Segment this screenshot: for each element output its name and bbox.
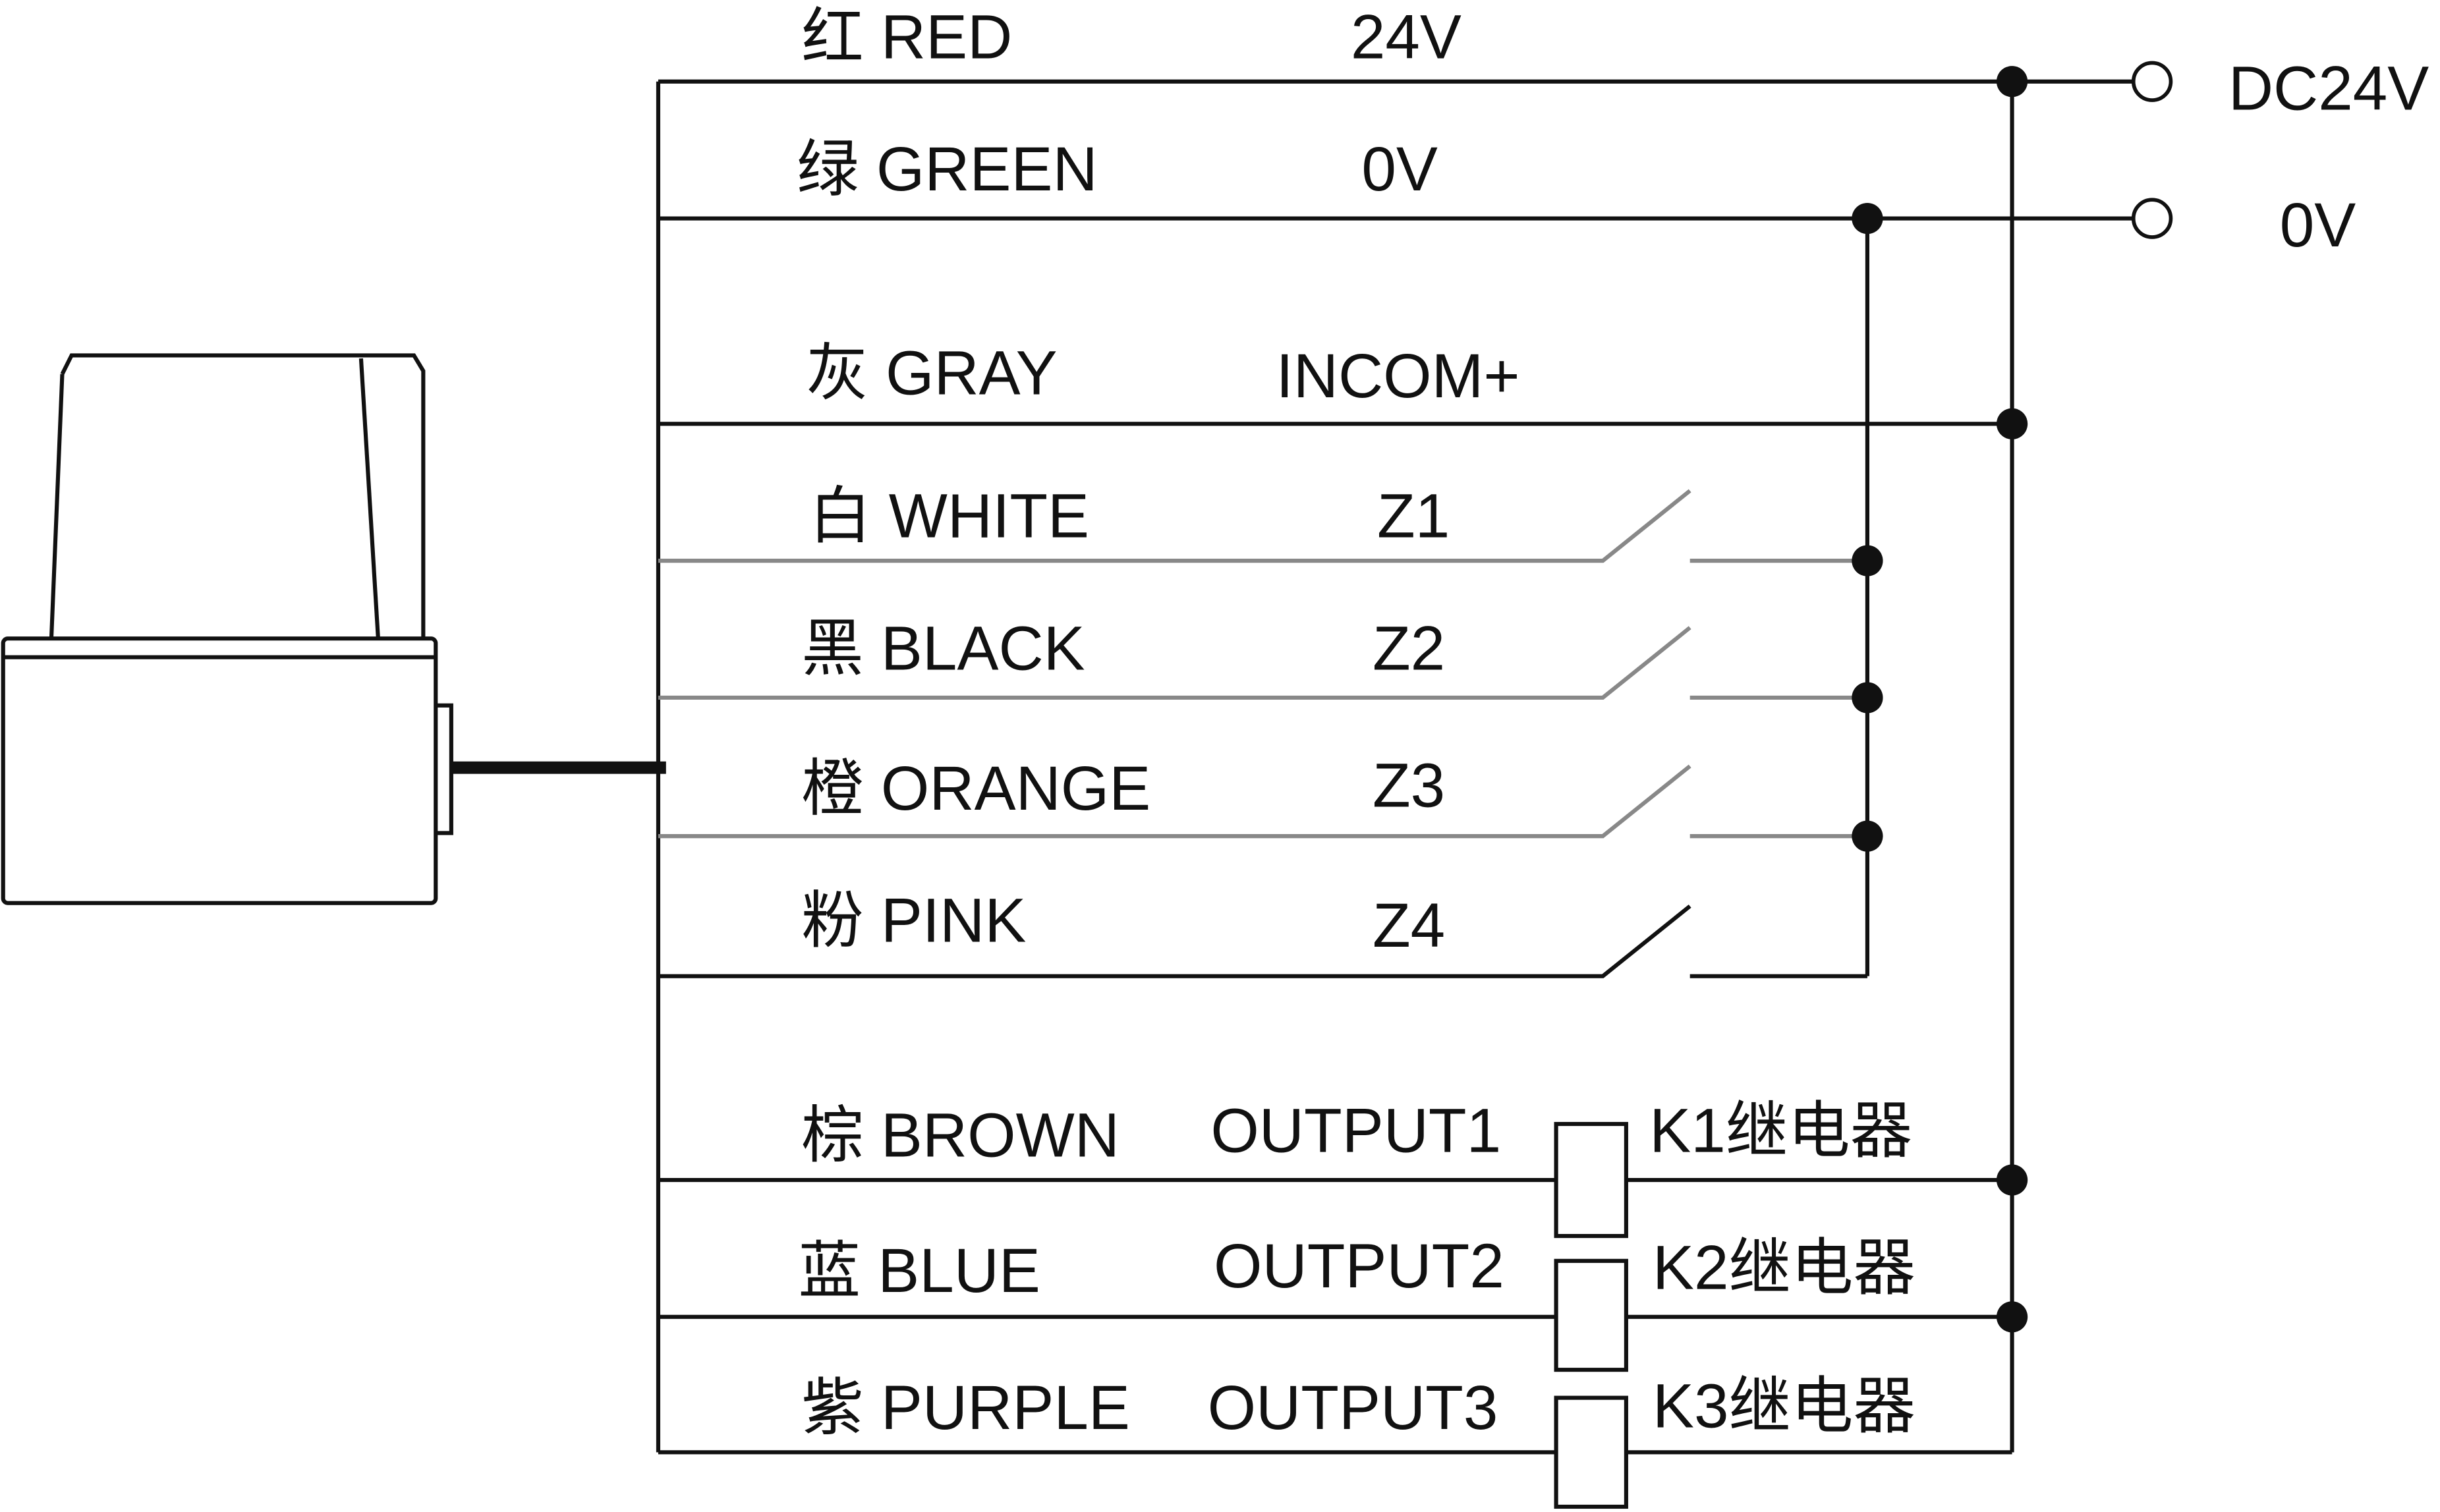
signal-z4: Z4 (1373, 891, 1445, 961)
wire-label-gray: 灰 GRAY (806, 338, 1057, 408)
terminal-label-dc24v: DC24V (2228, 53, 2429, 123)
sensor-device (1, 353, 666, 905)
relay-label-k3: K3继电器 (1653, 1372, 1915, 1442)
relay-k1 (658, 1121, 2012, 1239)
switch-z3 (658, 764, 1867, 839)
wire-label-orange: 橙 ORANGE (801, 754, 1150, 824)
signal-incom: INCOM+ (1276, 341, 1520, 411)
signal-output3: OUTPUT3 (1208, 1373, 1498, 1443)
wire-label-black: 黑 BLACK (801, 613, 1085, 683)
relay-label-k1: K1继电器 (1649, 1096, 1912, 1166)
wire-label-pink: 粉 PINK (801, 886, 1026, 956)
relay-k3 (658, 1395, 2012, 1509)
wire-label-white: 白 WHITE (809, 482, 1089, 551)
signal-output1: OUTPUT1 (1210, 1096, 1501, 1166)
relay-k2 (658, 1258, 2012, 1372)
switch-z2 (658, 626, 1867, 700)
signal-output2: OUTPUT2 (1214, 1231, 1504, 1301)
wire-label-red: 红 RED (801, 2, 1012, 72)
wire-label-purple: 紫 PURPLE (801, 1373, 1130, 1443)
signal-z3: Z3 (1373, 750, 1445, 820)
signal-z2: Z2 (1373, 613, 1445, 683)
relay-label-k2: K2继电器 (1653, 1233, 1915, 1302)
signal-z1: Z1 (1377, 482, 1450, 551)
signal-24v: 24V (1351, 2, 1461, 72)
wire-label-brown: 棕 BROWN (801, 1101, 1120, 1171)
dc24v-terminal (2131, 61, 2173, 102)
wire-label-green: 绿 GREEN (797, 134, 1098, 204)
wire-label-blue: 蓝 BLUE (799, 1236, 1040, 1306)
0v-terminal (2131, 198, 2173, 239)
signal-0v: 0V (1361, 134, 1438, 204)
junction-dots (1852, 66, 2028, 1333)
switch-z1 (658, 489, 1867, 563)
switch-z4 (658, 905, 1867, 978)
terminal-label-0v: 0V (2280, 190, 2356, 260)
